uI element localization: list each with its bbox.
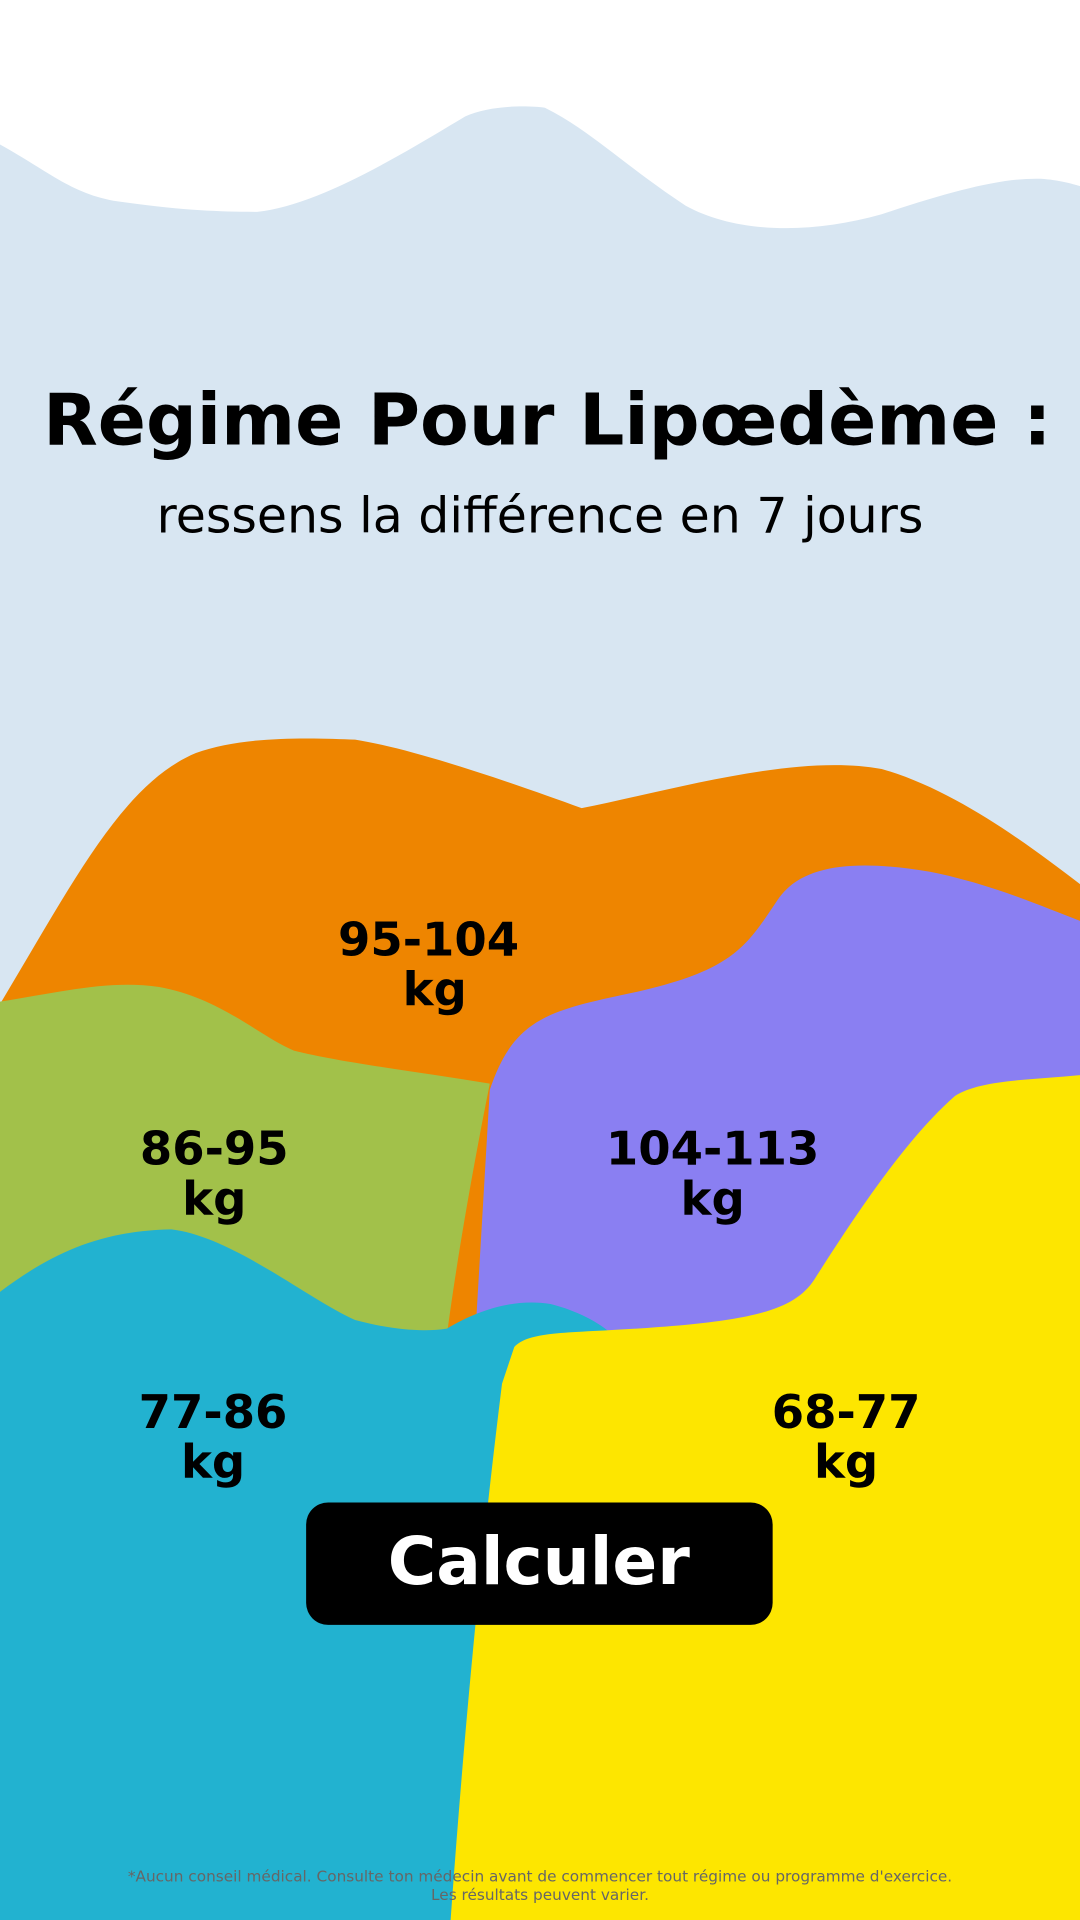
option-unit[interactable]: kg [182,1172,246,1226]
calculate-button[interactable]: Calculer [306,1502,773,1625]
option-shape-yellow[interactable] [450,1075,1080,1920]
option-unit[interactable]: kg [181,1435,245,1489]
option-unit[interactable]: kg [403,963,467,1017]
option-range[interactable]: 86-95 [140,1122,289,1176]
button-label[interactable]: Calculer [388,1523,691,1600]
option-unit[interactable]: kg [814,1435,878,1489]
option-range[interactable]: 77-86 [139,1385,288,1439]
option-unit[interactable]: kg [681,1172,745,1226]
option-shape-blue[interactable] [0,1229,613,1920]
title: Régime Pour Lipœdème : [43,378,1051,461]
disclaimer: Les résultats peuvent varier. [431,1886,649,1904]
option-range[interactable]: 68-77 [772,1385,921,1439]
option-range[interactable]: 95-104 [338,912,519,966]
subtitle: ressens la différence en 7 jours [157,488,924,545]
disclaimer: *Aucun conseil médical. Consulte ton méd… [128,1868,952,1886]
button-background[interactable] [306,1502,773,1625]
option-range[interactable]: 104-113 [606,1122,820,1176]
